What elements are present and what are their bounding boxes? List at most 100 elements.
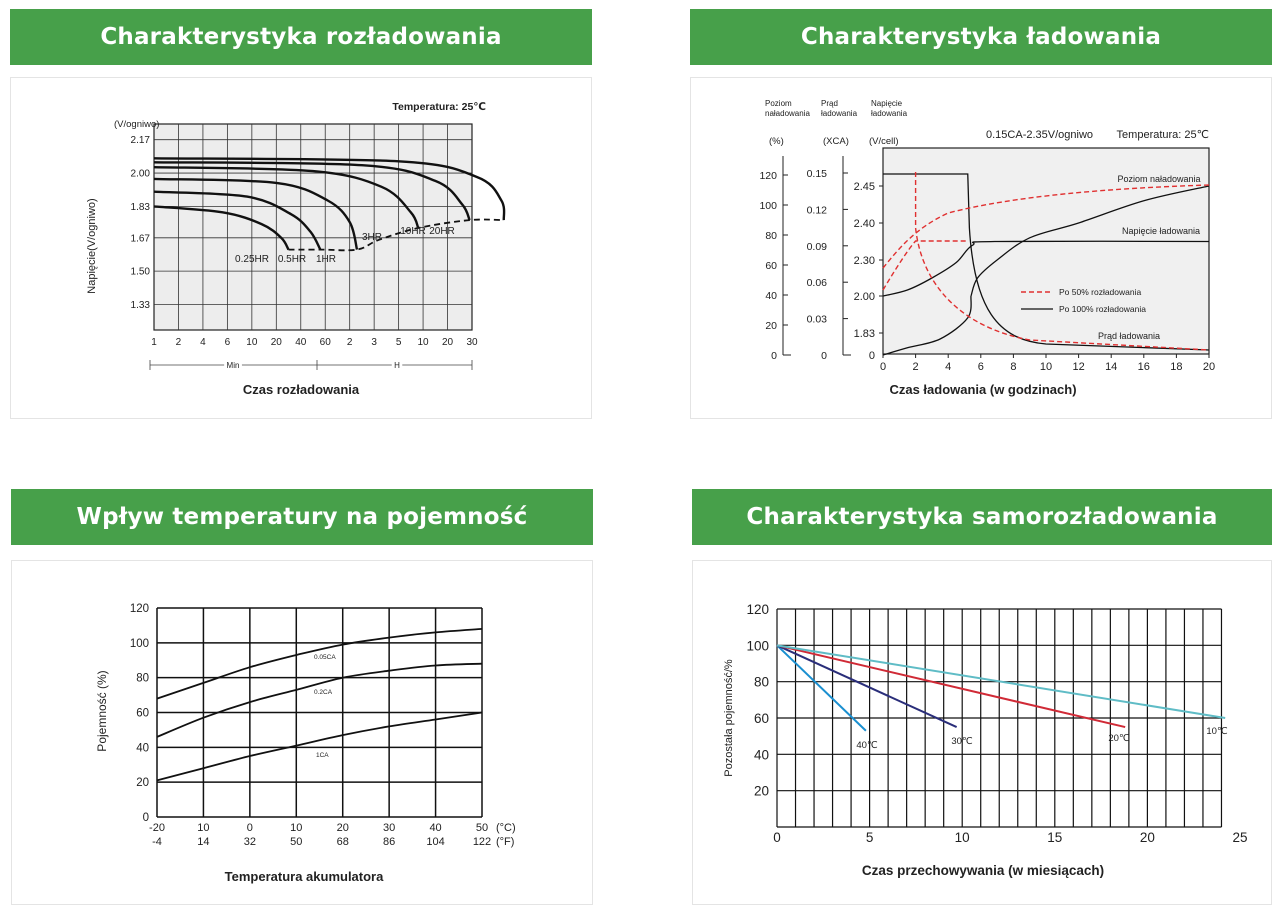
pct-tick-label: 0 — [771, 350, 777, 362]
x-tick-label: 6 — [978, 361, 984, 373]
x-tick-label: 8 — [1010, 361, 1016, 373]
plot-area — [882, 147, 1210, 355]
xca-tick-label: 0.06 — [807, 277, 828, 289]
curve-current-50 — [914, 172, 1210, 351]
curve-level-100b — [970, 185, 1210, 297]
pct-tick-label: 100 — [759, 200, 777, 212]
x-tick-label-f: 32 — [244, 836, 256, 848]
legend-label: Po 100% rozładowania — [1059, 304, 1146, 314]
axis-group-label: Prąd — [821, 99, 838, 108]
series-label: 0.05CA — [314, 654, 336, 661]
x-tick-label-f: 86 — [383, 836, 395, 848]
unit-c: (°C) — [496, 822, 516, 834]
y-tick-label: 40 — [136, 742, 149, 754]
x-tick-label-f: -4 — [152, 836, 162, 848]
x-tick-label: 2 — [913, 361, 919, 373]
axis-group-label: Poziom — [765, 99, 792, 108]
capacity-curve — [156, 628, 483, 700]
x-tick-label-f: 104 — [426, 836, 444, 848]
x-tick-label-f: 50 — [290, 836, 302, 848]
y-tick-label: 1.83 — [131, 202, 151, 213]
series-label: 30℃ — [951, 736, 973, 747]
panel-title: Charakterystyka rozładowania — [10, 9, 592, 65]
axis-group-label: naładowania — [765, 109, 810, 118]
panel-self-discharge: Charakterystyka samorozładowania 120 100 8… — [692, 489, 1272, 905]
discharge-curve — [153, 177, 359, 250]
x-tick-label-c: 20 — [337, 822, 349, 834]
y-axis-title: Pozostała pojemność/% — [723, 659, 735, 777]
y-tick-label: 0 — [143, 812, 149, 824]
discharge-curve — [153, 157, 506, 221]
x-tick-label-f: 14 — [197, 836, 209, 848]
series-label: 0.5HR — [278, 254, 306, 265]
y-tick-label: 60 — [136, 708, 149, 720]
subtitle: 0.15CA-2.35V/ogniwo — [986, 129, 1093, 141]
y-tick-label: 40 — [754, 747, 769, 762]
curve-current-100 — [883, 173, 1210, 351]
discharge-chart: 2.17 2.00 1.83 1.67 1.50 1.33 (V/ogniwo) Temper… — [86, 101, 506, 397]
x-tick-label: 10 — [955, 830, 970, 845]
x-tick-label-c: 30 — [383, 822, 395, 834]
x-tick-label: 25 — [1232, 830, 1247, 845]
x-tick-label: 5 — [396, 337, 402, 348]
x-tick-label-c: 0 — [247, 822, 253, 834]
series-label: 20℃ — [1108, 733, 1130, 744]
v-tick-label: 2.00 — [854, 291, 875, 303]
v-tick-label: 2.45 — [854, 181, 875, 193]
curve-label: Napięcie ładowania — [1122, 226, 1200, 236]
panel-title: Charakterystyka samorozładowania — [692, 489, 1272, 545]
y-tick-label: 100 — [746, 638, 769, 653]
series-label: 3HR — [362, 232, 382, 243]
y-tick-label: 2.00 — [131, 169, 151, 180]
x-tick-label: 4 — [945, 361, 951, 373]
temperature-label: Temperatura: 25℃ — [392, 101, 486, 113]
x-tick-label: 5 — [866, 830, 874, 845]
y-tick-label: 80 — [136, 673, 149, 685]
series-label: 10℃ — [1206, 726, 1228, 737]
x-tick-label-c: 10 — [290, 822, 302, 834]
y-tick-label: 1.67 — [131, 233, 151, 244]
x-tick-label: 10 — [1040, 361, 1052, 373]
y-axis-title: Napięcie(V/ogniwo) — [86, 198, 98, 293]
x-tick-label: 1 — [151, 337, 157, 348]
y-tick-label: 80 — [754, 675, 769, 690]
y-tick-label: 100 — [130, 638, 149, 650]
curve-level-100 — [882, 295, 972, 356]
series-label: 1HR — [316, 254, 336, 265]
series-label: 20HR — [429, 226, 455, 237]
x-tick-label: 60 — [320, 337, 332, 348]
x-tick-label: 16 — [1138, 361, 1150, 373]
axis-unit: (%) — [769, 136, 784, 147]
x-tick-label: 20 — [1203, 361, 1215, 373]
x-tick-label-c: 50 — [476, 822, 488, 834]
x-tick-label: 14 — [1105, 361, 1117, 373]
axis-group-label: ładowania — [821, 109, 858, 118]
series-label: 10HR — [400, 226, 426, 237]
curve-voltage-50 — [882, 240, 968, 291]
x-axis-title: Temperatura akumulatora — [225, 869, 384, 884]
x-tick-label: 15 — [1047, 830, 1062, 845]
pct-tick-label: 60 — [765, 260, 777, 272]
v-tick-label: 2.40 — [854, 218, 875, 230]
x-tick-label: 10 — [246, 337, 258, 348]
x-axis-title: Czas rozładowania — [243, 382, 360, 397]
x-axis-title: Czas przechowywania (w miesiącach) — [862, 863, 1104, 878]
x-tick-label: 20 — [271, 337, 283, 348]
x-axis-title: Czas ładowania (w godzinach) — [889, 382, 1076, 397]
series-label: 0.2CA — [314, 689, 333, 696]
x-tick-label: 12 — [1072, 361, 1084, 373]
x-tick-label: 10 — [418, 337, 430, 348]
series-label: 40℃ — [856, 740, 878, 751]
temperature-label: Temperatura: 25℃ — [1117, 129, 1209, 141]
panel-charge: Charakterystyka ładowania Poziom naładowa… — [690, 9, 1272, 419]
y-tick-label: 20 — [754, 784, 769, 799]
xca-tick-label: 0.12 — [807, 204, 828, 216]
group-label-min: Min — [227, 361, 240, 370]
axis-unit: (V/cell) — [869, 136, 899, 147]
x-tick-label: 2 — [176, 337, 182, 348]
pct-tick-label: 120 — [759, 170, 777, 182]
x-tick-label: 6 — [225, 337, 231, 348]
x-tick-label: 20 — [1140, 830, 1155, 845]
panel-temperature: Wpływ temperatury na pojemność 120 100 80 6… — [11, 489, 593, 905]
y-tick-label: 20 — [136, 777, 149, 789]
